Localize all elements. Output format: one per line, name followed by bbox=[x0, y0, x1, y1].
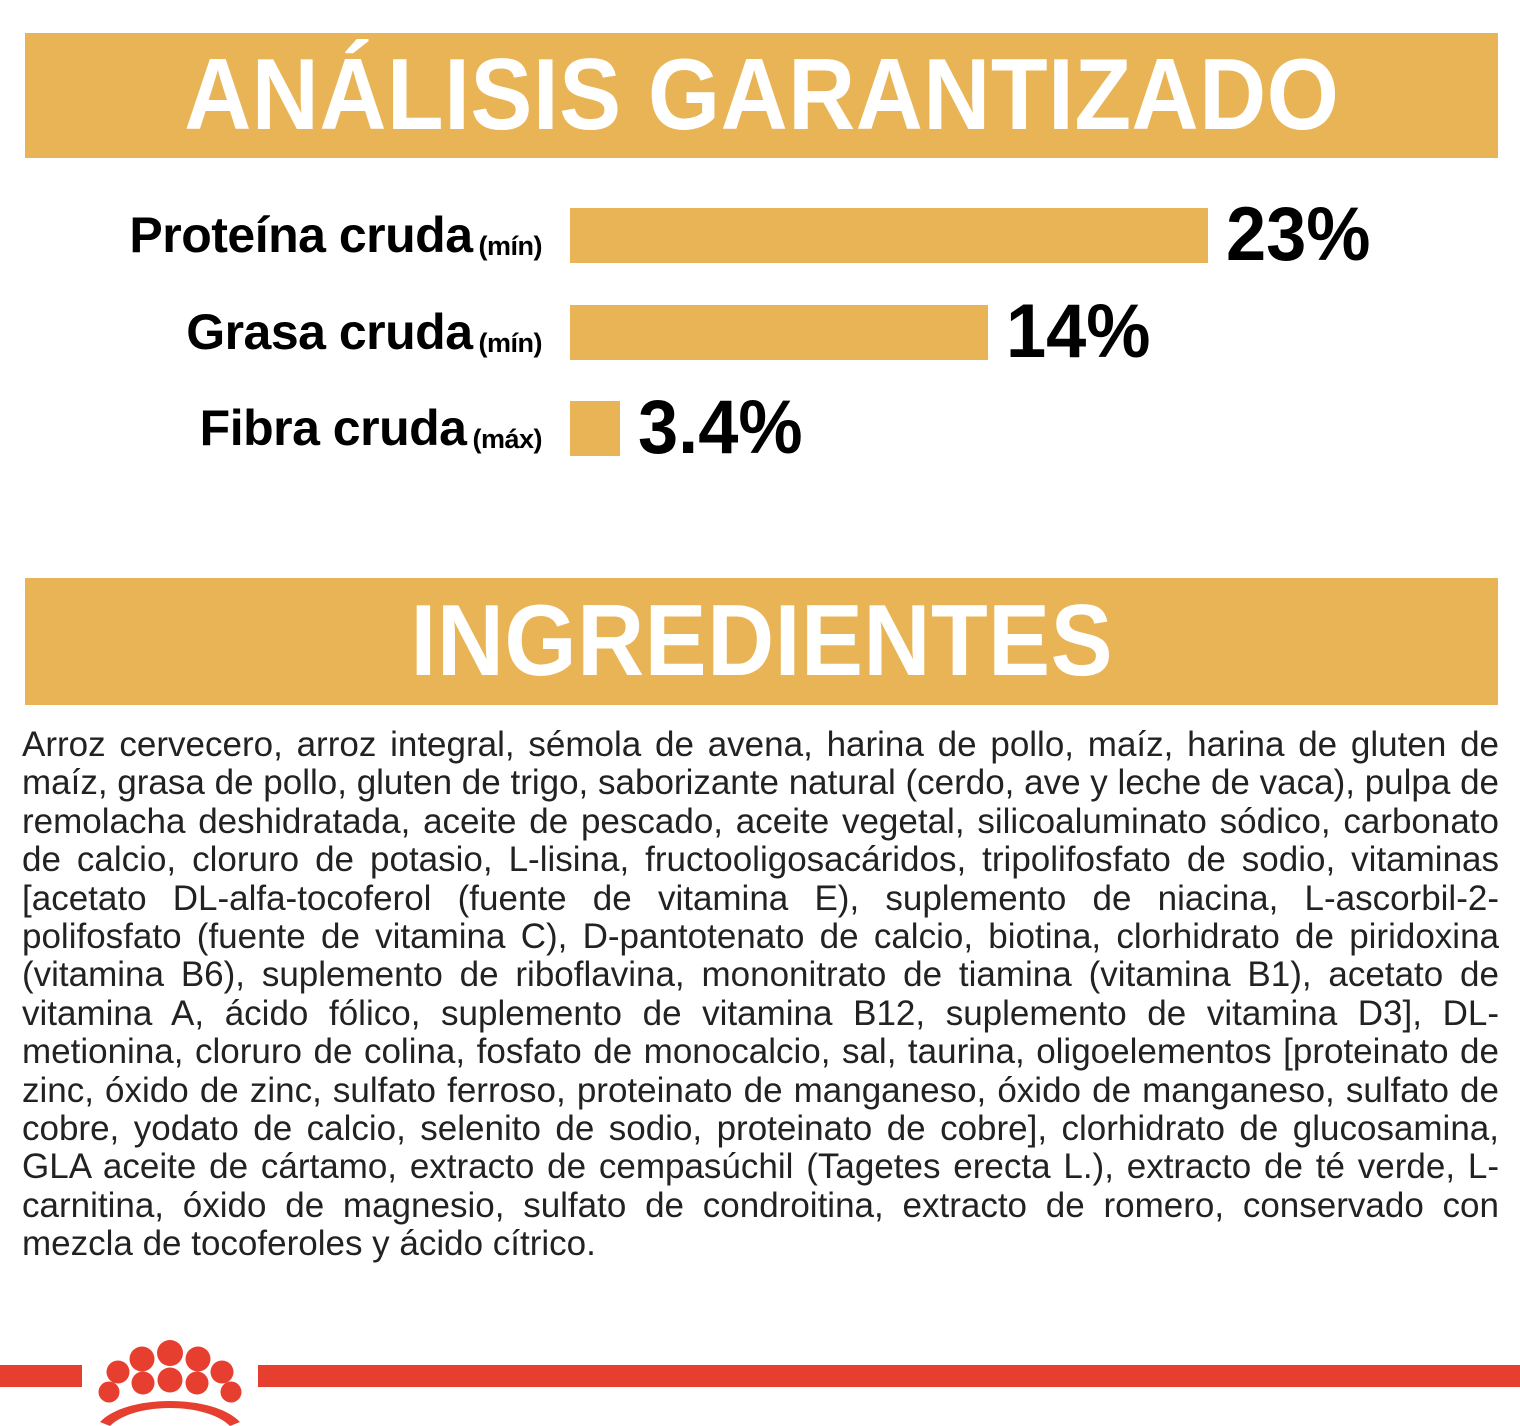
analysis-row-label: Fibra cruda (máx) bbox=[0, 400, 543, 456]
footer bbox=[0, 1340, 1520, 1426]
footer-rule-left bbox=[0, 1365, 82, 1387]
analysis-row-nutrient: Fibra cruda bbox=[199, 400, 467, 456]
analysis-row: Grasa cruda (mín) 14% bbox=[0, 287, 1520, 377]
ingredients-list-text: Arroz cervecero, arroz integral, sémola … bbox=[22, 725, 1499, 1264]
analysis-row-nutrient: Proteína cruda bbox=[129, 207, 473, 263]
ingredients-banner: INGREDIENTES bbox=[25, 578, 1498, 705]
analysis-bar bbox=[570, 304, 988, 360]
analysis-bar bbox=[570, 207, 1208, 263]
royal-canin-crown-logo bbox=[98, 1340, 242, 1426]
analysis-bar-wrap: 23% bbox=[570, 197, 1378, 273]
analysis-bar-value: 3.4% bbox=[638, 385, 803, 470]
analysis-banner: ANÁLISIS GARANTIZADO bbox=[25, 33, 1498, 158]
analysis-row: Proteína cruda (mín) 23% bbox=[0, 190, 1520, 280]
analysis-row-qualifier: (mín) bbox=[478, 231, 543, 261]
analysis-bar-value: 14% bbox=[1006, 289, 1151, 374]
footer-rule-right bbox=[258, 1365, 1520, 1387]
analysis-row-nutrient: Grasa cruda bbox=[186, 304, 473, 360]
guaranteed-analysis-chart: Proteína cruda (mín) 23% Grasa cruda (mín)… bbox=[0, 190, 1520, 490]
analysis-bar-value: 23% bbox=[1226, 192, 1371, 277]
analysis-bar bbox=[570, 400, 620, 456]
analysis-row-qualifier: (máx) bbox=[472, 424, 542, 454]
analysis-row-label: Grasa cruda (mín) bbox=[0, 307, 542, 357]
analysis-bar-wrap: 14% bbox=[570, 294, 1158, 370]
ingredients-banner-title: INGREDIENTES bbox=[410, 585, 1113, 697]
analysis-bar-wrap: 3.4% bbox=[570, 390, 811, 466]
analysis-row-label: Proteína cruda (mín) bbox=[0, 210, 542, 260]
analysis-row-qualifier: (mín) bbox=[478, 328, 543, 358]
analysis-banner-title: ANÁLISIS GARANTIZADO bbox=[183, 39, 1340, 151]
analysis-row: Fibra cruda (máx) 3.4% bbox=[0, 383, 1520, 473]
